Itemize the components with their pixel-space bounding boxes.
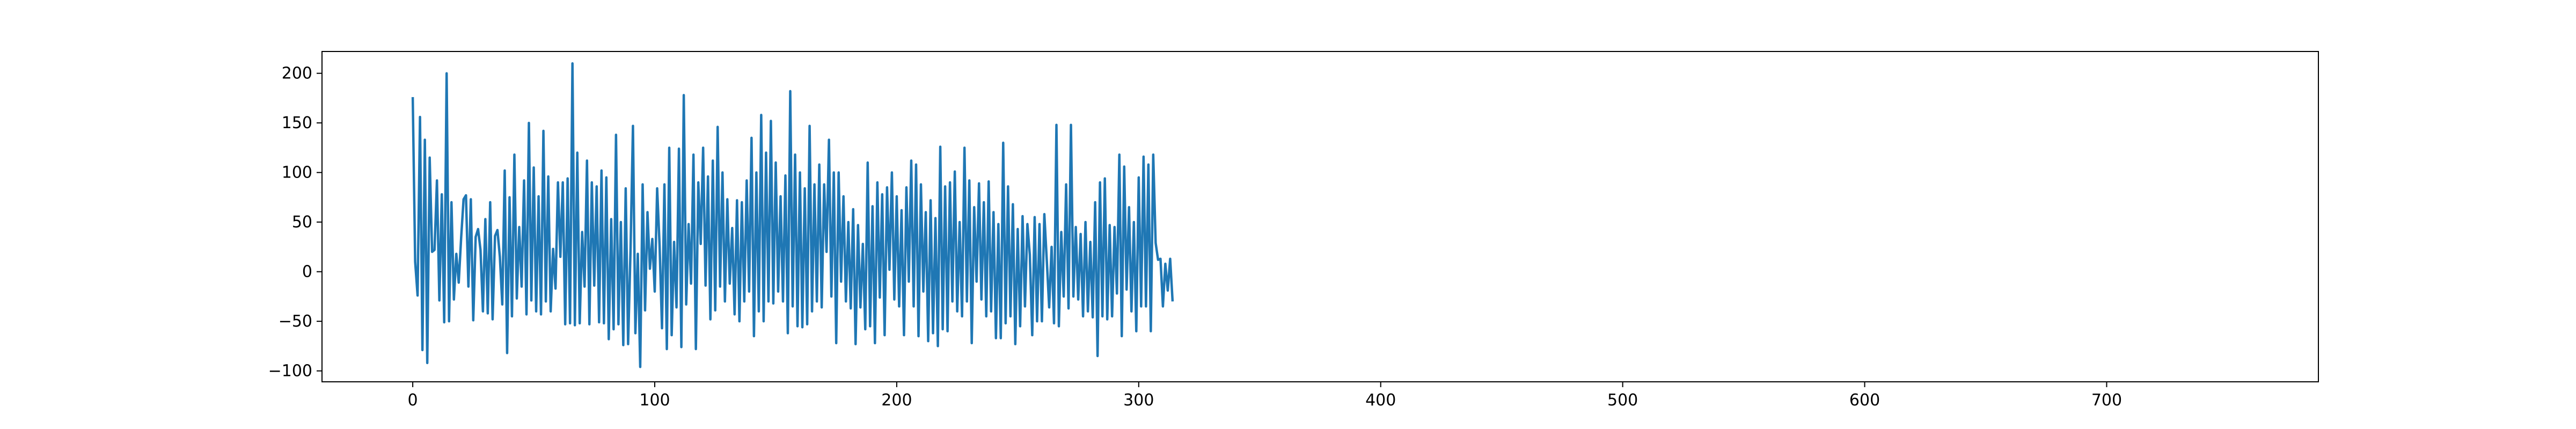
y-tick-label: 0: [302, 263, 312, 282]
y-tick-label: 100: [282, 164, 312, 182]
y-tick-label: −50: [279, 312, 312, 331]
y-axis: −100 −50 0 50 100 150 200: [268, 64, 322, 381]
y-tick-label: 150: [282, 114, 312, 132]
x-tick-label: 500: [1607, 391, 1638, 410]
plot-area: [411, 62, 1174, 368]
y-tick-label: 200: [282, 64, 312, 83]
axes-frame: [321, 51, 2319, 382]
x-tick-label: 600: [1849, 391, 1880, 410]
series-line-0: [411, 62, 1174, 368]
x-tick-label: 300: [1123, 391, 1154, 410]
x-tick-label: 400: [1365, 391, 1396, 410]
x-axis: 0 100 200 300 400 500 600 700: [408, 382, 2122, 410]
x-tick-label: 0: [408, 391, 418, 410]
x-tick-label: 700: [2091, 391, 2122, 410]
x-tick-label: 200: [881, 391, 912, 410]
y-tick-label: −100: [268, 362, 312, 381]
x-tick-label: 100: [639, 391, 670, 410]
y-tick-label: 50: [292, 213, 312, 232]
